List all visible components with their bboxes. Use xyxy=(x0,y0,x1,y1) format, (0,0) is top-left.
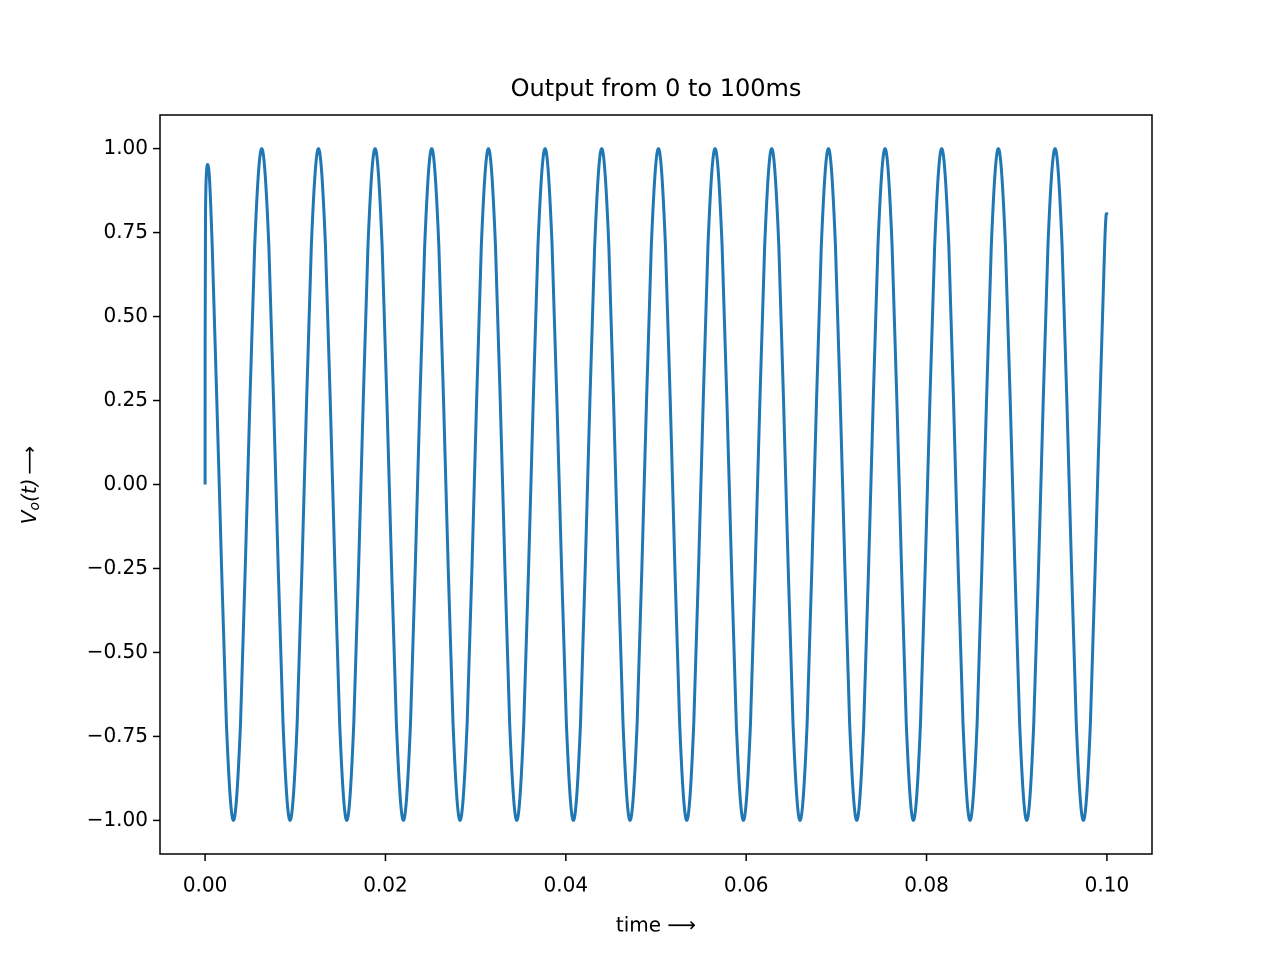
y-tick-label: 0.75 xyxy=(103,219,148,243)
signal-line xyxy=(203,147,1109,822)
y-tick-label: 0.25 xyxy=(103,387,148,411)
y-tick-label: 0.50 xyxy=(103,303,148,327)
x-tick-label: 0.06 xyxy=(724,873,769,897)
axes-frame xyxy=(159,114,1153,855)
x-tick-label: 0.04 xyxy=(544,873,589,897)
y-label-rest: (t) xyxy=(17,478,41,501)
y-label-sub: o xyxy=(27,502,43,511)
y-label-arrow: ⟶ xyxy=(17,446,41,475)
y-tick-label: −1.00 xyxy=(87,807,148,831)
y-tick-label: 1.00 xyxy=(103,135,148,159)
x-axis-label: time ⟶ xyxy=(616,913,696,937)
chart-title: Output from 0 to 100ms xyxy=(511,74,802,102)
x-tick-label: 0.02 xyxy=(363,873,408,897)
y-label-main: V xyxy=(17,509,41,524)
y-tick-label: −0.75 xyxy=(87,723,148,747)
y-tick-label: 0.00 xyxy=(103,471,148,495)
y-tick-label: −0.25 xyxy=(87,555,148,579)
y-tick-label: −0.50 xyxy=(87,639,148,663)
y-axis-label: Vo(t) ⟶ xyxy=(17,446,44,524)
x-tick-label: 0.08 xyxy=(904,873,949,897)
x-tick-label: 0.00 xyxy=(183,873,228,897)
x-tick-label: 0.10 xyxy=(1085,873,1130,897)
